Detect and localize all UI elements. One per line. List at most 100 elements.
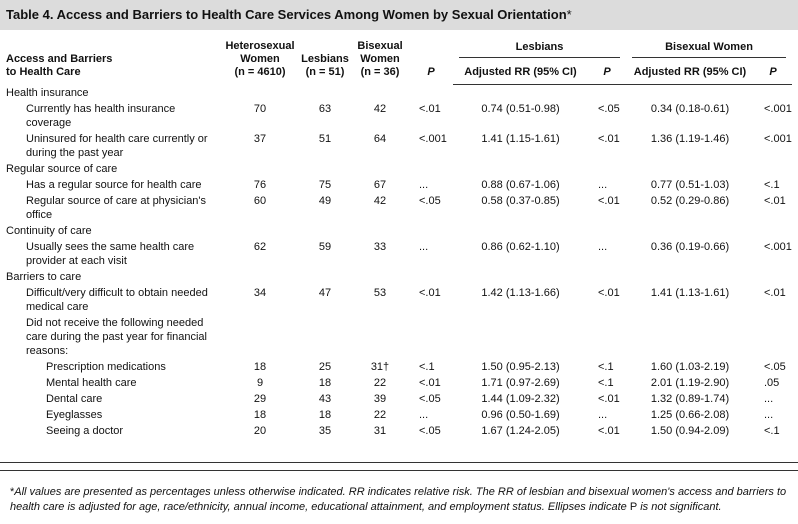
cell: 0.34 (0.18-0.61) <box>650 102 730 115</box>
table-row: Seeing a doctor 20 35 31 <.05 1.67 (1.24-2.05… <box>6 423 792 439</box>
cell: ... <box>419 178 429 191</box>
section-row: Barriers to care <box>6 269 792 285</box>
row-label: Prescription medications <box>46 360 166 373</box>
row-label: Seeing a doctor <box>46 424 124 437</box>
empty-cell <box>351 315 409 359</box>
cell: .05 <box>764 376 780 389</box>
cell: 1.32 (0.89-1.74) <box>650 392 730 405</box>
cell: 2.01 (1.19-2.90) <box>650 376 730 389</box>
row-label: Uninsured for health care currently or d… <box>26 132 208 159</box>
row-label: Usually sees the same health care provid… <box>26 240 195 267</box>
cell: 1.50 (0.94-2.09) <box>650 424 730 437</box>
table-row: Currently has health insurance coverage 7… <box>6 101 792 131</box>
rule <box>0 462 798 463</box>
cell: 31 <box>373 424 387 437</box>
section-title: Regular source of care <box>6 162 118 175</box>
empty-cell <box>588 315 626 359</box>
heterosexual-header: Heterosexual Women (n = 4610) <box>221 38 299 84</box>
group-header: Bisexual Women <box>626 38 792 60</box>
cell: ... <box>419 240 429 253</box>
cell: 1.41 (1.15-1.61) <box>481 132 560 145</box>
section-row: Regular source of care <box>6 161 792 177</box>
cell: 63 <box>318 102 332 115</box>
cell: 47 <box>318 286 332 299</box>
cell: 43 <box>318 392 332 405</box>
cell: 1.36 (1.19-1.46) <box>650 132 730 145</box>
cell: <.001 <box>764 132 792 145</box>
table-row: Eyeglasses 18 18 22... 0.96 (0.50-1.69)... 1.… <box>6 407 792 423</box>
cell: <.05 <box>419 194 441 207</box>
cell: 1.25 (0.66-2.08) <box>650 408 730 421</box>
cell: 33 <box>373 240 387 253</box>
cell: 18 <box>318 376 332 389</box>
footnote: *All values are presented as percentages… <box>0 470 798 515</box>
cell: <.01 <box>764 286 786 299</box>
header-line: (n = 4610) <box>234 66 286 78</box>
table-row: Prescription medications 18 25 31† <.1 1.50 (… <box>6 359 792 375</box>
row-label: Eyeglasses <box>46 408 103 421</box>
cell: 64 <box>373 132 387 145</box>
cell: <.01 <box>419 102 441 115</box>
header-line: to Health Care <box>6 66 81 78</box>
group-title: Lesbians <box>459 41 620 59</box>
cell: 51 <box>318 132 332 145</box>
cell: 18 <box>253 408 267 421</box>
header-line: Bisexual <box>357 40 403 52</box>
header-line: Women <box>360 53 400 65</box>
cell: 0.77 (0.51-1.03) <box>650 178 730 191</box>
cell: 18 <box>253 360 267 373</box>
cell: <.001 <box>764 102 792 115</box>
cell: 22 <box>373 376 387 389</box>
cell: 42 <box>373 102 387 115</box>
cell: 0.74 (0.51-0.98) <box>481 102 560 115</box>
header-line: (n = 51) <box>305 66 345 78</box>
empty-cell <box>453 315 588 359</box>
title-bar: Table 4. Access and Barriers to Health C… <box>0 0 798 30</box>
cell: 0.58 (0.37-0.85) <box>481 194 560 207</box>
cell: <.01 <box>598 132 620 145</box>
cell: 39 <box>373 392 387 405</box>
title-marker: * <box>566 7 572 22</box>
table: Access and Barriers to Health Care Hetero… <box>6 38 793 439</box>
cell: <.01 <box>598 392 620 405</box>
cell: 1.42 (1.13-1.66) <box>481 286 560 299</box>
cell: <.001 <box>419 132 447 145</box>
table-row: Regular source of care at physician's of… <box>6 193 792 223</box>
cell: 49 <box>318 194 332 207</box>
footnote-p: P <box>629 501 638 513</box>
title: Table 4. Access and Barriers to Health C… <box>6 7 567 22</box>
row-label: Mental health care <box>46 376 137 389</box>
cell: <.01 <box>764 194 786 207</box>
cell: 1.44 (1.09-2.32) <box>481 392 560 405</box>
cell: ... <box>598 178 608 191</box>
table-row: Mental health care 9 18 22 <.01 1.71 (0.97-2.… <box>6 375 792 391</box>
cell: 22 <box>373 408 387 421</box>
cell: <.1 <box>598 360 614 373</box>
cell: 75 <box>318 178 332 191</box>
header-line: (n = 36) <box>360 66 400 78</box>
cell: <.1 <box>419 360 435 373</box>
empty-cell <box>299 315 351 359</box>
empty-cell <box>221 315 299 359</box>
section-title: Health insurance <box>6 86 89 99</box>
table-row: Dental care 29 43 39 <.05 1.44 (1.09-2.32) <.0… <box>6 391 792 407</box>
cell: 70 <box>253 102 267 115</box>
cell: 1.67 (1.24-2.05) <box>481 424 560 437</box>
cell: ... <box>419 408 429 421</box>
cell: 0.52 (0.29-0.86) <box>650 194 730 207</box>
cell: <.01 <box>598 424 620 437</box>
section-row: Health insurance <box>6 84 792 101</box>
row-label: Regular source of care at physician's of… <box>26 194 207 221</box>
cell: 59 <box>318 240 332 253</box>
cell: 37 <box>253 132 267 145</box>
cell: 60 <box>253 194 267 207</box>
bisexual-header: Bisexual Women (n = 36) <box>351 38 409 84</box>
cell: 42 <box>373 194 387 207</box>
footnote-text: All values are presented as percentages … <box>10 486 787 513</box>
header-line: Women <box>240 53 280 65</box>
rr-header: Adjusted RR (95% CI) <box>626 60 754 85</box>
cell: 1.60 (1.03-2.19) <box>650 360 730 373</box>
cell: <.01 <box>598 286 620 299</box>
cell: 18 <box>318 408 332 421</box>
